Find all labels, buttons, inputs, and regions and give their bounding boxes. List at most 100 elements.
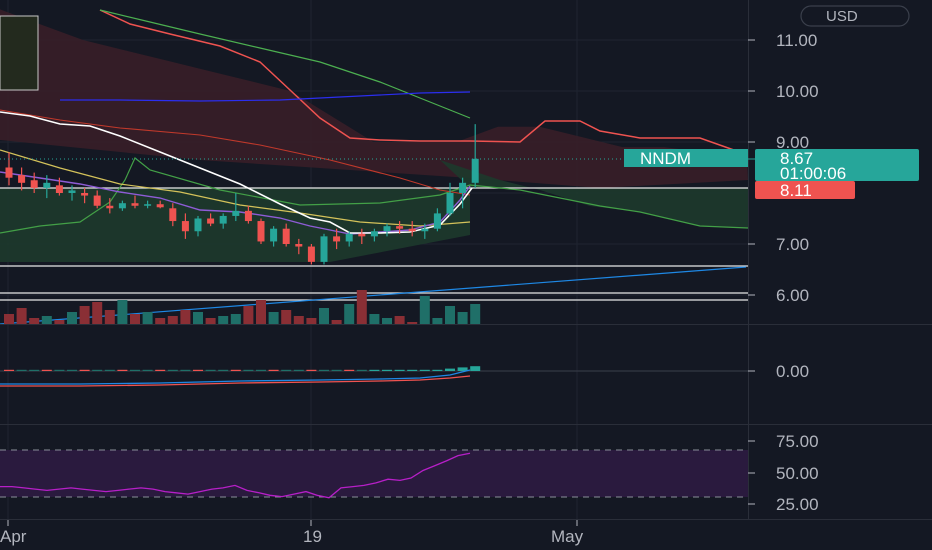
level-tag <box>755 181 855 199</box>
macd-bar <box>457 367 468 371</box>
volume-bar <box>205 318 216 324</box>
volume-bar <box>41 316 52 324</box>
volume-bar <box>67 312 77 324</box>
time-label: May <box>551 527 584 546</box>
drawing-rectangle[interactable] <box>0 15 39 91</box>
macd-bar <box>394 369 405 371</box>
candle-body <box>181 221 189 232</box>
price-axis[interactable]: 11.00 10.00 9.00 7.00 6.00 <box>748 31 819 305</box>
macd-bar <box>344 369 355 371</box>
volume-bar <box>218 316 229 324</box>
volume-bar <box>180 310 191 324</box>
price-tick: 9.00 <box>776 133 809 152</box>
macd-bar <box>16 369 27 371</box>
volume-bar <box>445 306 455 324</box>
volume-bar <box>117 300 128 324</box>
ticker-symbol: NNDM <box>640 149 691 168</box>
macd-bar <box>218 369 229 371</box>
volume-bar <box>457 312 468 324</box>
volume-bar <box>356 290 367 324</box>
candle-body <box>68 190 76 193</box>
volume-bar <box>79 306 90 324</box>
candle-body <box>118 203 126 209</box>
candle-body <box>144 204 152 206</box>
rsi-axis[interactable]: 75.00 50.00 25.00 <box>748 432 819 514</box>
candle-body <box>320 236 328 262</box>
candle-body <box>282 228 290 244</box>
last-price-label: NNDM 8.67 01:00:06 <box>624 149 919 183</box>
vwap-line <box>0 111 473 234</box>
ma-mid-line <box>0 109 471 196</box>
rsi-pane[interactable] <box>0 449 748 499</box>
macd-bar <box>4 369 14 371</box>
macd-bar <box>356 369 367 371</box>
rsi-band <box>0 450 748 497</box>
volume-bar <box>319 308 329 324</box>
rsi-line <box>0 452 471 499</box>
candle-body <box>207 218 215 224</box>
volume-bar <box>16 308 27 324</box>
volume-bar <box>4 314 14 324</box>
candle-body <box>156 204 164 208</box>
volume-bar <box>193 312 203 324</box>
bar-countdown: 01:00:06 <box>780 164 846 183</box>
candle-body <box>270 228 278 242</box>
candlesticks <box>5 124 479 265</box>
candle-body <box>295 244 303 247</box>
macd-bar <box>79 369 90 371</box>
macd-pane[interactable] <box>0 366 748 387</box>
macd-bar <box>167 369 178 371</box>
candle-body <box>459 182 467 193</box>
macd-axis[interactable]: 0.00 <box>748 362 809 381</box>
ichimoku-cloud-bearish <box>0 9 748 189</box>
candle-body <box>232 210 240 216</box>
candle-body <box>433 213 441 229</box>
price-tag <box>755 149 919 181</box>
rsi-tick: 25.00 <box>776 495 819 514</box>
candle-body <box>370 231 378 237</box>
candle-body <box>257 221 265 242</box>
volume-bars <box>4 290 481 324</box>
macd-bar <box>432 369 443 371</box>
rsi-tick: 50.00 <box>776 464 819 483</box>
volume-bar <box>293 316 304 324</box>
volume-bar <box>331 320 342 324</box>
volume-bar <box>394 316 405 324</box>
candle-body <box>106 205 114 209</box>
currency-button-frame[interactable] <box>800 5 910 27</box>
macd-bar <box>104 369 115 371</box>
macd-bar <box>41 369 52 371</box>
macd-bar <box>29 369 40 371</box>
ichimoku-cloud-bullish <box>0 160 748 262</box>
macd-bar <box>130 369 140 371</box>
macd-bar <box>205 369 216 371</box>
volume-bar <box>470 304 481 324</box>
volume-bar <box>306 318 317 324</box>
macd-bar <box>419 369 430 371</box>
volume-bar <box>344 304 355 324</box>
volume-bar <box>104 310 115 324</box>
candle-body <box>55 185 63 193</box>
candle-body <box>93 195 101 206</box>
ma-long-line <box>60 91 471 102</box>
volume-bar <box>407 322 418 324</box>
macd-bar <box>92 369 103 371</box>
volume-bar <box>54 320 65 324</box>
currency-button[interactable]: USD <box>800 5 910 27</box>
candle-body <box>446 193 454 214</box>
candle-body <box>345 233 353 242</box>
time-axis[interactable]: Apr 19 May <box>0 520 584 546</box>
currency-label: USD <box>826 8 858 25</box>
chikou-span-line <box>0 157 749 234</box>
volume-bar <box>382 318 392 324</box>
time-label: Apr <box>0 527 27 546</box>
price-tick: 11.00 <box>776 31 817 50</box>
candle-body <box>219 215 227 224</box>
volume-bar <box>230 314 241 324</box>
macd-bar <box>243 369 254 371</box>
volume-bar <box>243 306 254 324</box>
candle-body <box>471 158 479 183</box>
macd-bar <box>155 369 166 371</box>
volume-bar <box>369 314 380 324</box>
